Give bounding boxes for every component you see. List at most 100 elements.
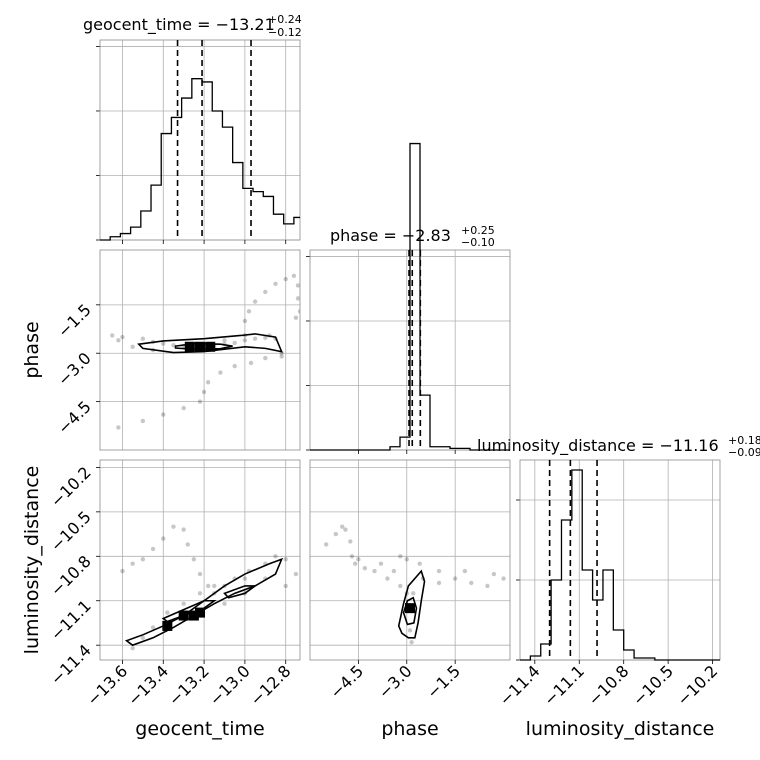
scatter-point bbox=[252, 336, 258, 341]
scatter-point bbox=[398, 554, 403, 559]
contour-level-1 bbox=[402, 596, 418, 626]
hist-step-line bbox=[310, 142, 510, 451]
scatter-point bbox=[150, 546, 156, 552]
scatter-point bbox=[340, 524, 345, 529]
title-median: −11.16 bbox=[659, 436, 718, 455]
scatter-point bbox=[391, 568, 397, 574]
density-peak-cell bbox=[162, 620, 173, 631]
pair-frame bbox=[99, 459, 301, 661]
scatter-point bbox=[462, 568, 468, 574]
scatter-point bbox=[120, 568, 125, 574]
scatter-point bbox=[116, 425, 121, 430]
scatter-point bbox=[273, 554, 278, 559]
scatter-point bbox=[295, 296, 300, 301]
pair-frame bbox=[309, 459, 511, 661]
hist-frame bbox=[519, 459, 721, 661]
scatter-point bbox=[279, 354, 284, 359]
title-luminosity-distance: luminosity_distance = −11.16 bbox=[477, 436, 719, 456]
scatter-point bbox=[417, 561, 422, 566]
scatter-point bbox=[232, 340, 237, 346]
scatter-point bbox=[469, 580, 474, 586]
panel-content bbox=[120, 524, 299, 651]
scatter-point bbox=[205, 583, 211, 589]
scatter-point bbox=[348, 539, 353, 544]
scatter-point bbox=[197, 399, 203, 404]
scatter-point bbox=[252, 299, 258, 304]
scatter-point bbox=[293, 571, 299, 577]
scatter-point bbox=[218, 370, 223, 375]
scatter-point bbox=[197, 591, 203, 596]
scatter-point bbox=[185, 542, 190, 547]
scatter-point bbox=[161, 412, 166, 417]
scatter-point bbox=[140, 557, 146, 562]
density-peak-cell bbox=[195, 341, 205, 352]
scatter-point bbox=[181, 527, 186, 532]
scatter-point bbox=[116, 338, 121, 343]
title-luminosity-distance-plus: +0.18 bbox=[728, 434, 760, 447]
scatter-point bbox=[161, 536, 166, 541]
title-prefix: phase = bbox=[330, 226, 402, 245]
scatter-point bbox=[283, 276, 288, 282]
scatter-point bbox=[181, 601, 186, 606]
contour-level-0 bbox=[137, 333, 283, 354]
scatter-point bbox=[398, 583, 403, 589]
scatter-point bbox=[232, 363, 237, 369]
scatter-point bbox=[242, 576, 248, 581]
scatter-point bbox=[411, 591, 416, 596]
scatter-point bbox=[385, 576, 390, 581]
scatter-point bbox=[491, 571, 497, 577]
contour-level-1 bbox=[161, 599, 217, 623]
scatter-point bbox=[343, 527, 348, 532]
panel-content bbox=[323, 524, 506, 645]
scatter-point bbox=[297, 309, 300, 314]
scatter-point bbox=[191, 557, 197, 562]
scatter-point bbox=[212, 583, 217, 589]
title-phase-minus: −0.10 bbox=[461, 236, 495, 249]
scatter-point bbox=[222, 601, 227, 606]
contour-level-2 bbox=[223, 585, 258, 599]
scatter-point bbox=[181, 405, 186, 411]
title-median: −2.83 bbox=[402, 226, 451, 245]
scatter-point bbox=[110, 333, 115, 338]
scatter-point bbox=[352, 561, 358, 566]
title-median: −13.21 bbox=[216, 15, 275, 34]
scatter-point bbox=[452, 576, 458, 581]
scatter-point bbox=[263, 355, 268, 361]
xlabel-geocent-time: geocent_time bbox=[135, 718, 264, 740]
scatter-point bbox=[140, 418, 146, 424]
title-phase-plus: +0.25 bbox=[461, 224, 495, 237]
scatter-point bbox=[130, 561, 135, 566]
scatter-point bbox=[409, 640, 414, 645]
title-geocent-time-plus: +0.24 bbox=[268, 13, 302, 26]
scatter-point bbox=[349, 554, 355, 559]
scatter-point bbox=[273, 281, 278, 287]
scatter-point bbox=[171, 342, 176, 348]
scatter-point bbox=[283, 557, 288, 562]
pair-frame bbox=[99, 249, 301, 451]
scatter-point bbox=[242, 318, 248, 324]
scatter-point bbox=[171, 524, 176, 529]
hist-panel-luminosity-distance bbox=[516, 459, 721, 664]
scatter-point bbox=[378, 561, 384, 566]
hist-step-line bbox=[520, 469, 720, 661]
density-peak-cell bbox=[405, 603, 415, 614]
title-prefix: geocent_time = bbox=[83, 15, 216, 35]
scatter-point bbox=[263, 335, 268, 340]
scatter-point bbox=[248, 360, 254, 366]
scatter-point bbox=[436, 580, 442, 586]
pair-panel-geocent-time-vs-phase bbox=[96, 249, 301, 451]
title-phase: phase = −2.83 bbox=[330, 226, 451, 245]
scatter-point bbox=[140, 635, 146, 640]
scatter-point bbox=[130, 645, 135, 651]
scatter-point bbox=[323, 542, 329, 547]
scatter-point bbox=[295, 283, 300, 288]
scatter-point bbox=[436, 568, 442, 574]
scatter-point bbox=[356, 557, 361, 562]
title-luminosity-distance-minus: −0.09 bbox=[728, 446, 760, 459]
scatter-point bbox=[201, 389, 207, 395]
scatter-point bbox=[120, 334, 125, 340]
scatter-point bbox=[293, 315, 299, 320]
title-geocent-time-minus: −0.12 bbox=[268, 26, 302, 39]
